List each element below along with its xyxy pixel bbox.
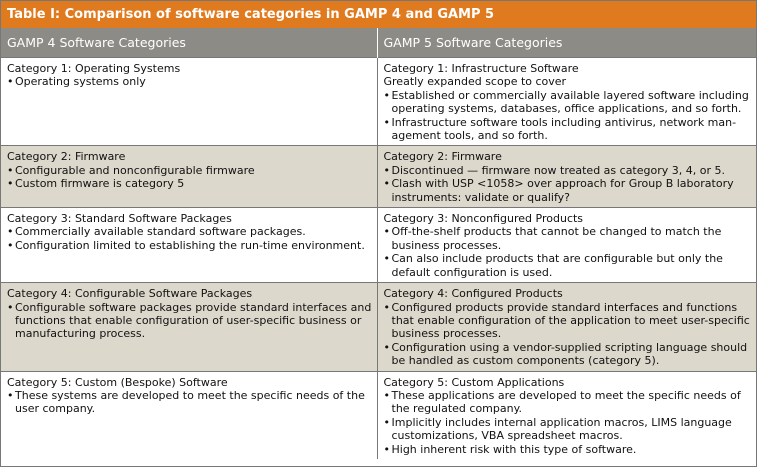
bullet-item: Infrastructure software tools including … [384,116,754,143]
bullet-item: Custom firmware is category 5 [7,177,374,191]
table-row: Category 1: Operating SystemsOperating s… [1,56,756,146]
table-row: Category 4: Configurable Software Packag… [1,282,756,372]
gamp4-cell: Category 5: Custom (Bespoke) SoftwareThe… [1,370,378,459]
bullet-item: Discontinued — firmware now treated as c… [384,164,754,178]
bullet-list: Off-the-shelf products that cannot be ch… [384,225,754,279]
bullet-item: Established or commercially available la… [384,89,754,116]
bullet-list: Commercially available standard software… [7,225,374,252]
category-title: Category 2: Firmware [7,150,126,164]
bullet-list: Configurable and nonconfigurable firmwar… [7,164,374,191]
bullet-list: These applications are developed to meet… [384,389,754,456]
table-body: Category 1: Operating SystemsOperating s… [1,56,756,459]
bullet-list: These systems are developed to meet the … [7,389,374,416]
bullet-item: Configurable and nonconfigurable firmwar… [7,164,374,178]
header-gamp4: GAMP 4 Software Categories [1,28,378,58]
bullet-item: Operating systems only [7,75,374,89]
category-intro: Greatly expanded scope to cover [383,75,567,89]
gamp5-cell: Category 5: Custom ApplicationsThese app… [377,370,756,459]
bullet-item: Configurable software packages provide s… [7,301,374,341]
bullet-item: Off-the-shelf products that cannot be ch… [384,225,754,252]
category-title: Category 4: Configured Products [383,287,563,301]
category-title: Category 1: Infrastructure Software [383,62,579,75]
bullet-item: Clash with USP <1058> over approach for … [384,177,754,204]
bullet-list: Established or commercially available la… [384,89,754,143]
category-title: Category 1: Operating Systems [7,62,181,75]
category-title: Category 5: Custom (Bespoke) Software [7,375,228,389]
bullet-list: Configurable software packages provide s… [7,301,374,341]
table-row: Category 3: Standard Software PackagesCo… [1,207,756,283]
category-title: Category 4: Configurable Software Packag… [7,287,253,301]
gamp5-cell: Category 2: FirmwareDiscontinued — firmw… [377,145,756,208]
bullet-item: Implicitly includes internal application… [384,416,754,443]
bullet-list: Discontinued — firmware now treated as c… [384,164,754,204]
bullet-item: Can also include products that are confi… [384,252,754,279]
bullet-item: Configuration using a vendor-supplied sc… [384,341,754,368]
table-row: Category 2: FirmwareConfigurable and non… [1,145,756,208]
bullet-item: Configured products provide standard int… [384,301,754,341]
bullet-item: These systems are developed to meet the … [7,389,374,416]
gamp5-cell: Category 4: Configured ProductsConfigure… [377,282,756,372]
category-title: Category 2: Firmware [383,150,502,164]
bullet-item: Commercially available standard software… [7,225,374,239]
gamp4-cell: Category 2: FirmwareConfigurable and non… [1,145,378,208]
header-row: GAMP 4 Software Categories GAMP 5 Softwa… [1,28,756,58]
bullet-list: Operating systems only [7,75,374,89]
gamp5-cell: Category 3: Nonconfigured ProductsOff-th… [377,207,756,283]
bullet-item: These applications are developed to meet… [384,389,754,416]
category-title: Category 3: Standard Software Packages [7,212,232,226]
table-row: Category 5: Custom (Bespoke) SoftwareThe… [1,370,756,459]
bullet-list: Configured products provide standard int… [384,301,754,368]
category-title: Category 5: Custom Applications [383,375,565,389]
bullet-item: High inherent risk with this type of sof… [384,443,754,457]
comparison-table: GAMP 4 Software Categories GAMP 5 Softwa… [1,28,756,459]
bullet-item: Configuration limited to establishing th… [7,239,374,253]
gamp4-cell: Category 3: Standard Software PackagesCo… [1,207,378,283]
category-title: Category 3: Nonconfigured Products [383,212,584,226]
header-gamp5: GAMP 5 Software Categories [377,28,756,58]
gamp4-cell: Category 4: Configurable Software Packag… [1,282,378,372]
table-title: Table I: Comparison of software categori… [1,1,756,28]
gamp4-cell: Category 1: Operating SystemsOperating s… [1,56,378,146]
gamp5-cell: Category 1: Infrastructure Software Great… [377,56,756,146]
